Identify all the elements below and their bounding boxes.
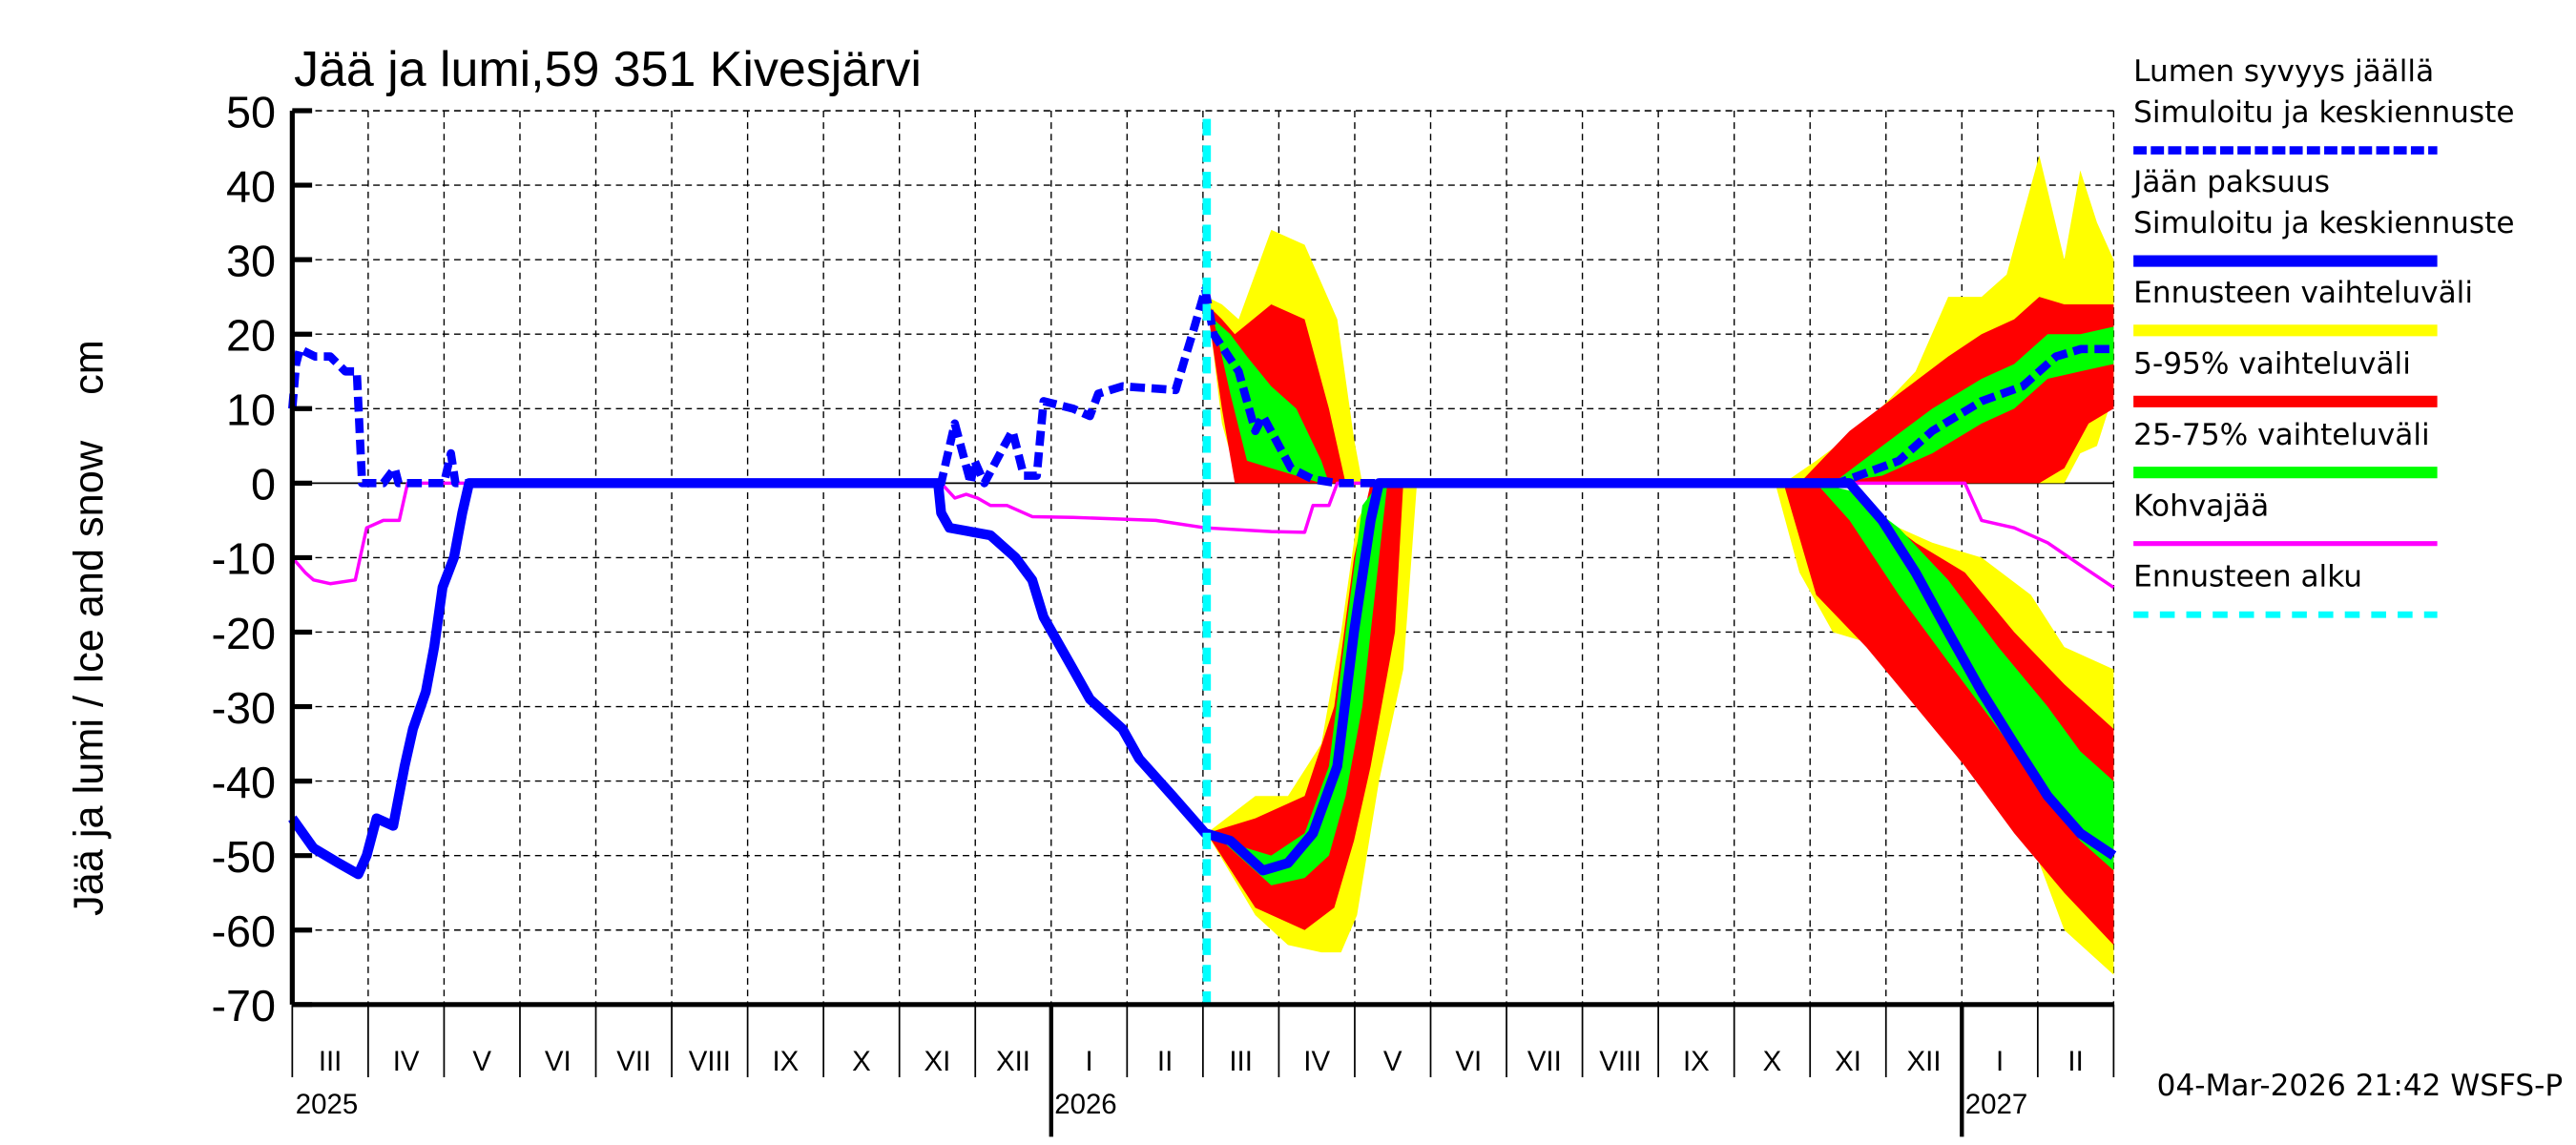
- legend-label: Kohvajää: [2133, 489, 2269, 523]
- x-year-label: 2026: [1054, 1089, 1116, 1120]
- x-month-label: X: [1763, 1046, 1782, 1077]
- band-p5-95: [1783, 483, 2114, 946]
- x-month-label: IV: [393, 1046, 420, 1077]
- y-tick-label: 0: [251, 460, 276, 510]
- legend-label: Simuloitu ja keskiennuste: [2133, 206, 2514, 240]
- footer-timestamp: 04-Mar-2026 21:42 WSFS-P: [2157, 1069, 2563, 1103]
- y-tick-label: -10: [212, 534, 277, 584]
- x-month-label: I: [1085, 1046, 1092, 1077]
- series-lines: [288, 118, 2117, 1005]
- x-month-label: IV: [1303, 1046, 1330, 1077]
- x-month-label: VI: [545, 1046, 571, 1077]
- x-month-label: XI: [924, 1046, 951, 1077]
- x-month-label: III: [1229, 1046, 1253, 1077]
- x-month-label: XII: [996, 1046, 1030, 1077]
- y-tick-label: 50: [226, 87, 276, 136]
- band-p25-75: [1221, 483, 1388, 885]
- x-month-label: X: [852, 1046, 871, 1077]
- x-month-label: II: [2067, 1046, 2083, 1077]
- legend-label: 25-75% vaihteluväli: [2133, 418, 2430, 452]
- x-month-label: XI: [1835, 1046, 1861, 1077]
- legend-label: 5-95% vaihteluväli: [2133, 346, 2411, 381]
- y-tick-label: -40: [212, 758, 277, 807]
- y-tick-label: 40: [226, 161, 276, 211]
- y-tick-label: -70: [212, 981, 277, 1030]
- x-month-label: VI: [1455, 1046, 1482, 1077]
- legend: Lumen syvyys jäällä Simuloitu ja keskienn…: [2131, 54, 2515, 618]
- y-tick-label: -30: [212, 683, 277, 733]
- legend-label: Jään paksuus: [2131, 165, 2330, 199]
- legend-label: Lumen syvyys jäällä: [2133, 54, 2434, 89]
- series-line-solid: [288, 478, 2117, 880]
- x-month-label: VII: [1527, 1046, 1562, 1077]
- band-p25-75: [1816, 483, 2114, 871]
- x-month-label: VIII: [689, 1046, 731, 1077]
- y-tick-label: 20: [226, 311, 276, 361]
- x-year-label: 2025: [296, 1089, 358, 1120]
- x-month-label: VIII: [1599, 1046, 1641, 1077]
- x-month-label: V: [472, 1046, 491, 1077]
- x-month-label: IX: [1683, 1046, 1710, 1077]
- chart-title: Jää ja lumi,59 351 Kivesjärvi: [294, 42, 922, 97]
- legend-label: Simuloitu ja keskiennuste: [2133, 95, 2514, 130]
- legend-label: Ennusteen vaihteluväli: [2133, 276, 2473, 310]
- legend-label: Ennusteen alku: [2133, 560, 2362, 594]
- x-month-label: VII: [616, 1046, 651, 1077]
- x-month-label: XII: [1907, 1046, 1942, 1077]
- band-p5-95: [1799, 297, 2114, 484]
- y-tick-label: -60: [212, 906, 277, 956]
- y-axis-label: Jää ja lumi / Ice and snow cm: [66, 340, 112, 916]
- y-tick-label: 10: [226, 385, 276, 435]
- series-line-thin: [291, 481, 2115, 590]
- x-month-label: III: [319, 1046, 343, 1077]
- forecast-bands: [1206, 155, 2114, 975]
- band-p25-75: [1214, 319, 1329, 484]
- x-month-label: II: [1157, 1046, 1173, 1077]
- y-tick-label: -50: [212, 832, 277, 882]
- x-month-label: I: [1996, 1046, 2004, 1077]
- y-tick-label: 30: [226, 236, 276, 285]
- y-tick-label: -20: [212, 609, 277, 658]
- x-year-label: 2027: [1965, 1089, 2027, 1120]
- x-month-label: IX: [772, 1046, 799, 1077]
- x-month-label: V: [1383, 1046, 1402, 1077]
